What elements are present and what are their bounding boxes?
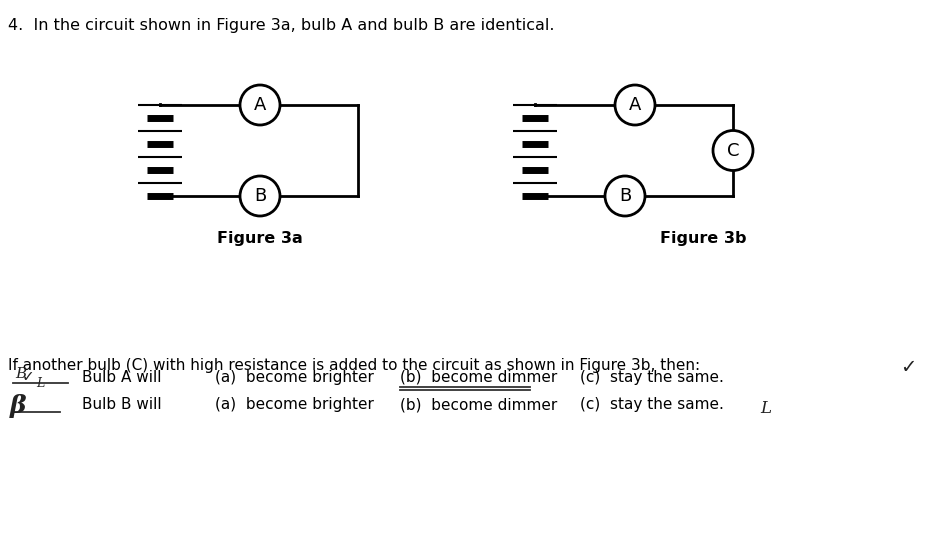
Text: C: C (727, 142, 739, 159)
Text: ✓: ✓ (22, 369, 35, 384)
Circle shape (615, 85, 655, 125)
Text: B: B (254, 187, 266, 205)
Text: 4.  In the circuit shown in Figure 3a, bulb A and bulb B are identical.: 4. In the circuit shown in Figure 3a, bu… (8, 18, 554, 33)
Text: If another bulb (C) with high resistance is added to the circuit as shown in Fig: If another bulb (C) with high resistance… (8, 358, 700, 373)
Text: A: A (629, 96, 641, 114)
Text: (a)  become brighter: (a) become brighter (215, 370, 374, 385)
Text: Figure 3a: Figure 3a (217, 231, 302, 246)
Text: Bulb A will: Bulb A will (82, 370, 162, 385)
Circle shape (240, 176, 280, 216)
Circle shape (240, 85, 280, 125)
Text: β: β (10, 394, 27, 418)
Text: Bulb B will: Bulb B will (82, 397, 162, 412)
Text: (b)  become dimmer: (b) become dimmer (400, 397, 557, 412)
Text: B: B (619, 187, 631, 205)
Text: (c)  stay the same.: (c) stay the same. (580, 370, 724, 385)
Text: (a)  become brighter: (a) become brighter (215, 397, 374, 412)
Text: L: L (36, 377, 45, 390)
Text: A: A (254, 96, 266, 114)
Circle shape (713, 131, 753, 170)
Text: L: L (760, 400, 771, 417)
Text: B: B (15, 367, 27, 381)
Text: ✓: ✓ (900, 358, 917, 377)
Text: (b)  become dimmer: (b) become dimmer (400, 370, 557, 385)
Text: Figure 3b: Figure 3b (660, 231, 747, 246)
Text: (c)  stay the same.: (c) stay the same. (580, 397, 724, 412)
Circle shape (605, 176, 645, 216)
